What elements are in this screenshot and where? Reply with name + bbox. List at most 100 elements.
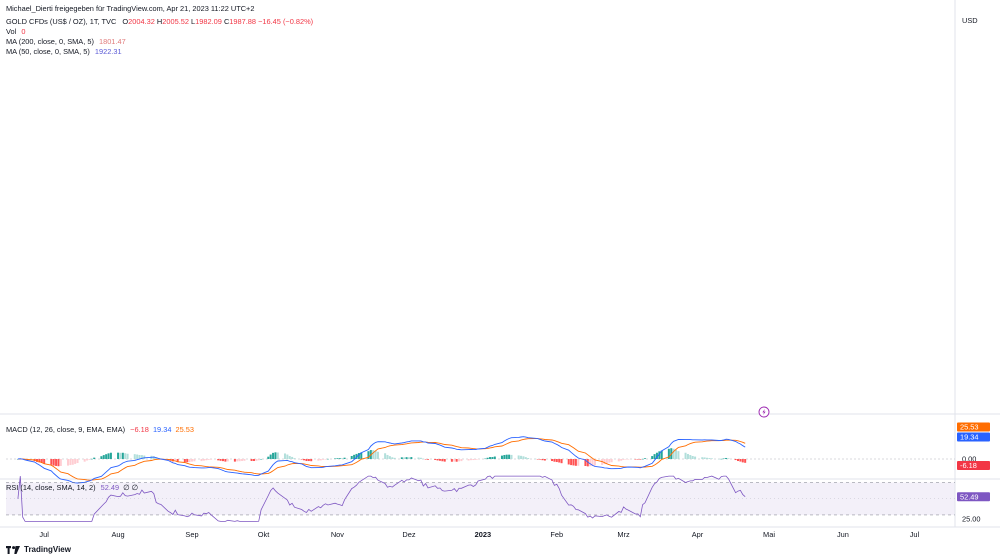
macd-histogram-bar <box>555 459 558 463</box>
macd-histogram-bar <box>467 459 470 461</box>
macd-histogram-bar <box>441 459 444 462</box>
macd-histogram-bar <box>324 459 327 460</box>
ohlc-change: −16.45 (−0.82%) <box>258 17 314 26</box>
macd-legend[interactable]: MACD (12, 26, close, 9, EMA, EMA) −6.18 … <box>6 425 194 434</box>
ma200-legend[interactable]: MA (200, close, 0, SMA, 5) 1801.47 <box>6 37 126 46</box>
macd-histogram-bar <box>543 459 546 461</box>
macd-histogram-bar <box>272 452 275 459</box>
macd-histogram-bar <box>241 459 244 461</box>
macd-histogram-bar <box>217 459 220 461</box>
macd-histogram-bar <box>744 459 747 463</box>
symbol-legend[interactable]: GOLD CFDs (US$ / OZ), 1T, TVC O2004.32 H… <box>6 17 313 26</box>
macd-histogram-bar <box>608 459 611 463</box>
macd-histogram-bar <box>88 459 91 460</box>
macd-histogram-bar <box>341 458 344 459</box>
macd-histogram-bar <box>176 459 179 462</box>
macd-histogram-bar <box>286 454 289 459</box>
macd-histogram-bar <box>677 451 680 459</box>
macd-histogram-bar <box>684 452 687 459</box>
macd-histogram-bar <box>400 457 403 459</box>
macd-histogram-bar <box>737 459 740 462</box>
time-tick-label: 2023 <box>475 530 491 539</box>
macd-histogram-bar <box>350 456 353 459</box>
macd-histogram-bar <box>686 454 689 459</box>
macd-histogram-bar <box>551 459 554 462</box>
macd-histogram-bar <box>574 459 577 466</box>
macd-hist-value: −6.18 <box>130 425 149 434</box>
macd-histogram-bar <box>200 459 203 462</box>
time-tick-label: Jul <box>910 530 920 539</box>
macd-histogram-bar <box>422 458 425 460</box>
macd-histogram-bar <box>739 459 742 462</box>
macd-histogram-bar <box>517 455 520 459</box>
macd-histogram-bar <box>593 459 596 466</box>
macd-histogram-bar <box>734 459 737 461</box>
macd-histogram-bar <box>403 457 406 459</box>
ohlc-open-label: O <box>122 17 129 26</box>
macd-histogram-bar <box>291 456 294 459</box>
macd-histogram-bar <box>458 459 461 462</box>
macd-histogram-bar <box>689 455 692 459</box>
macd-histogram-bar <box>205 459 208 461</box>
rsi-value: 52.49 <box>100 483 120 492</box>
macd-histogram-bar <box>202 459 205 461</box>
macd-histogram-bar <box>527 458 530 459</box>
macd-histogram-bar <box>183 459 186 463</box>
macd-label: MACD (12, 26, close, 9, EMA, EMA) <box>6 425 126 434</box>
macd-histogram-bar <box>69 459 72 466</box>
ohlc-low-label: L <box>191 17 196 26</box>
macd-histogram-bar <box>233 459 236 462</box>
macd-histogram-bar <box>417 457 420 459</box>
macd-signal-line <box>17 438 746 481</box>
rsi-legend[interactable]: RSI (14, close, SMA, 14, 2) 52.49 ∅ ∅ <box>6 483 138 492</box>
macd-line <box>17 436 746 484</box>
macd-histogram-bar <box>283 453 286 459</box>
macd-histogram-bar <box>634 459 637 460</box>
macd-histogram-bar <box>505 454 508 459</box>
macd-histogram-bar <box>424 459 427 460</box>
macd-histogram-bar <box>322 459 325 460</box>
macd-histogram-bar <box>653 454 656 459</box>
macd-histogram-bar <box>627 459 630 460</box>
rsi-band-fill <box>6 482 955 515</box>
macd-histogram-bar <box>720 458 723 460</box>
time-tick-label: Okt <box>258 530 270 539</box>
macd-histogram-bar <box>274 452 277 459</box>
macd-histogram-bar <box>207 459 210 460</box>
macd-histogram-bar <box>326 458 329 460</box>
macd-histogram-bar <box>317 459 320 461</box>
macd-histogram-bar <box>570 459 573 466</box>
macd-histogram-bar <box>336 458 339 459</box>
macd-histogram-bar <box>620 459 623 461</box>
symbol-title[interactable]: GOLD CFDs (US$ / OZ), 1T, TVC <box>6 17 117 26</box>
macd-histogram-bar <box>152 456 155 459</box>
macd-histogram-bar <box>605 459 608 464</box>
macd-histogram-bar <box>708 458 711 459</box>
macd-histogram-bar <box>59 459 62 466</box>
macd-histogram-bar <box>522 456 525 459</box>
macd-signal-value: 25.53 <box>175 425 195 434</box>
macd-histogram-bar <box>360 452 363 459</box>
tradingview-logo[interactable]: TradingView <box>6 545 71 554</box>
macd-histogram-bar <box>503 454 506 459</box>
rsi-label: RSI (14, close, SMA, 14, 2) <box>6 483 96 492</box>
ma50-legend[interactable]: MA (50, close, 0, SMA, 5) 1922.31 <box>6 47 122 56</box>
macd-histogram-bar <box>338 458 341 459</box>
macd-signal-tag-bg <box>957 422 990 432</box>
time-tick-label: Sep <box>185 530 198 539</box>
macd-histogram-bar <box>121 452 124 459</box>
macd-histogram-bar <box>219 459 222 461</box>
macd-histogram-bar <box>305 459 308 462</box>
macd-histogram-bar <box>725 457 728 459</box>
time-tick-label: Nov <box>331 530 344 539</box>
macd-histogram-bar <box>86 459 89 461</box>
macd-histogram-bar <box>450 459 453 462</box>
macd-histogram-bar <box>257 459 260 461</box>
time-tick-label: Jul <box>39 530 49 539</box>
macd-histogram-bar <box>741 459 744 463</box>
rsi-tag-bg <box>957 492 990 502</box>
macd-histogram-bar <box>57 459 60 467</box>
macd-histogram-bar <box>388 456 391 459</box>
volume-legend[interactable]: Vol 0 <box>6 27 25 36</box>
ohlc-low: 1982.09 <box>195 17 222 26</box>
